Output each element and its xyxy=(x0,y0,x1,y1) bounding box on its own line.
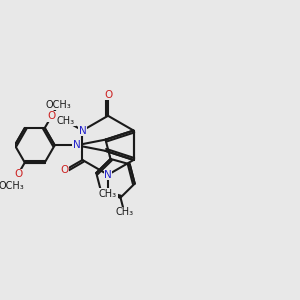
Text: N: N xyxy=(79,125,86,136)
Text: O: O xyxy=(104,90,112,100)
Text: O: O xyxy=(47,111,56,122)
Text: O: O xyxy=(14,169,22,179)
Text: OCH₃: OCH₃ xyxy=(45,100,71,110)
Text: N: N xyxy=(73,140,80,150)
Text: CH₃: CH₃ xyxy=(115,207,134,217)
Text: O: O xyxy=(60,165,68,176)
Text: N: N xyxy=(104,170,112,180)
Text: CH₃: CH₃ xyxy=(57,116,75,126)
Text: OCH₃: OCH₃ xyxy=(0,181,24,190)
Text: CH₃: CH₃ xyxy=(99,189,117,199)
